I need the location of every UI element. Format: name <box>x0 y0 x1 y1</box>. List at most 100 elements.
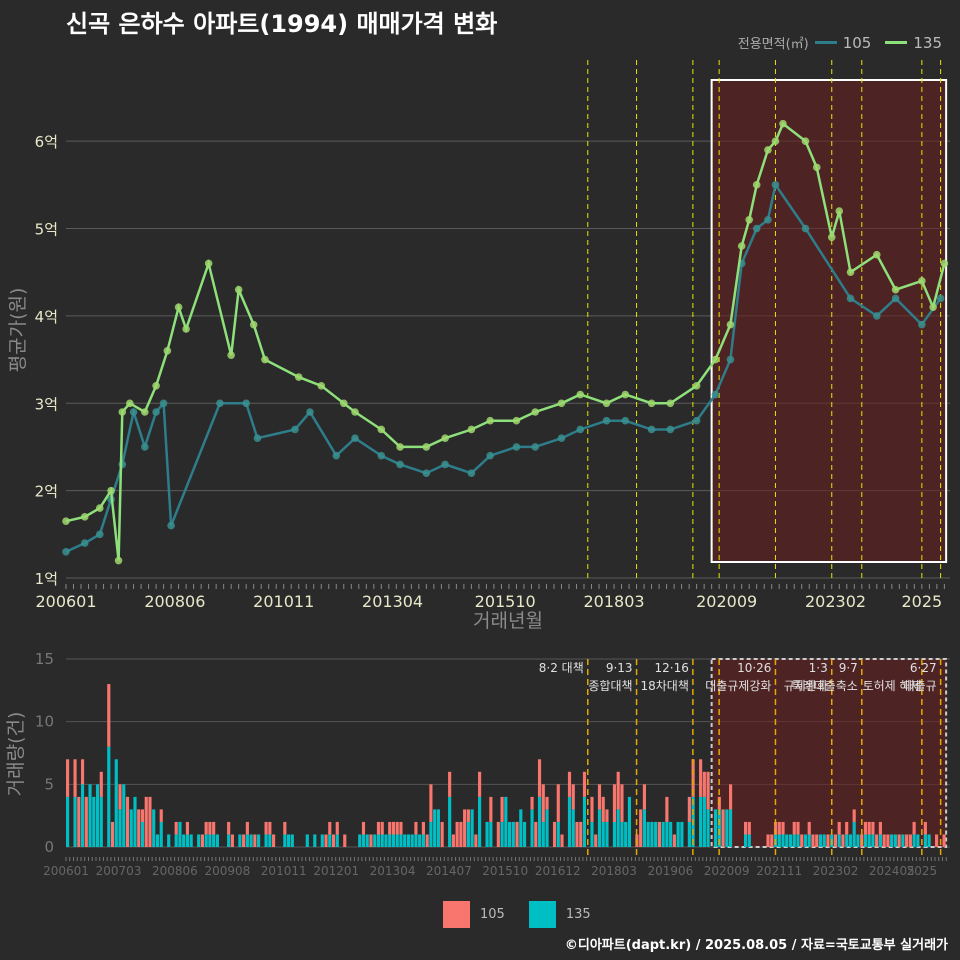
price-point-135 <box>351 408 359 416</box>
price-point-105 <box>873 312 881 320</box>
volume-bar-105 <box>324 834 328 847</box>
price-x-tick-label: 2025 <box>901 592 942 611</box>
price-point-135 <box>204 259 213 268</box>
volume-bar-105 <box>743 821 748 835</box>
volume-x-tick-label: 202009 <box>704 864 750 878</box>
volume-bar-105 <box>264 821 268 835</box>
price-y-axis-title: 평균가(원) <box>7 288 29 373</box>
price-point-105 <box>152 408 160 416</box>
price-point-105 <box>129 408 138 416</box>
volume-bar-135 <box>189 834 193 847</box>
volume-bar-135 <box>436 809 440 847</box>
price-y-tick-label: 6억 <box>35 133 58 151</box>
price-point-135 <box>835 207 844 215</box>
volume-x-tick-label: 200703 <box>96 864 142 878</box>
volume-bar-135 <box>185 834 190 847</box>
volume-bar-105 <box>125 796 130 847</box>
volume-bar-135 <box>852 821 856 847</box>
volume-bar-135 <box>227 834 231 847</box>
price-point-135 <box>317 381 326 390</box>
price-point-105 <box>216 399 224 408</box>
volume-bar-105 <box>639 809 643 847</box>
volume-bar-135 <box>376 834 381 847</box>
price-point-105 <box>253 434 262 443</box>
volume-bar-105 <box>388 821 392 835</box>
price-point-135 <box>557 399 566 408</box>
price-point-135 <box>294 373 303 381</box>
policy-annotation-name: 특례대출축소 <box>792 679 858 693</box>
volume-x-tick-label: 200806 <box>152 864 198 878</box>
volume-bar-105 <box>208 821 212 835</box>
volume-bar-135 <box>654 821 658 847</box>
volume-bar-135 <box>99 796 103 847</box>
volume-bar-135 <box>197 834 201 847</box>
volume-bar-105 <box>837 821 841 835</box>
volume-bar-135 <box>627 796 632 847</box>
volume-bar-135 <box>107 746 111 847</box>
volume-bar-135 <box>95 784 100 847</box>
price-point-135 <box>163 347 172 355</box>
volume-bar-105 <box>796 821 800 835</box>
price-point-135 <box>779 119 787 128</box>
volume-bar-105 <box>425 834 429 847</box>
price-point-135 <box>692 381 701 390</box>
volume-bar-135 <box>822 834 826 847</box>
policy-annotation-date: 8·2 대책 <box>539 660 584 675</box>
volume-bar-105 <box>107 684 111 747</box>
volume-bar-105 <box>185 821 190 835</box>
price-point-135 <box>531 408 540 416</box>
price-point-135 <box>846 268 855 277</box>
volume-bar-105 <box>440 821 444 847</box>
volume-bar-105 <box>537 759 542 797</box>
price-point-105 <box>62 547 70 556</box>
volume-bar-135 <box>140 821 145 847</box>
volume-bar-105 <box>691 759 695 797</box>
volume-bar-105 <box>841 834 845 847</box>
volume-bar-105 <box>826 834 830 847</box>
price-point-135 <box>174 303 183 311</box>
price-point-135 <box>141 408 149 416</box>
price-point-135 <box>764 146 772 154</box>
price-point-105 <box>291 425 299 434</box>
volume-bar-105 <box>665 796 669 822</box>
volume-bar-135 <box>388 834 392 847</box>
price-x-tick-label: 200806 <box>144 592 205 611</box>
volume-y-tick-label: 5 <box>44 775 54 793</box>
volume-bar-105 <box>875 834 879 847</box>
volume-y-tick-label: 10 <box>35 713 54 731</box>
volume-bar-105 <box>466 809 470 822</box>
volume-bar-135 <box>504 796 508 847</box>
volume-bar-135 <box>676 821 680 847</box>
legend-box-105 <box>443 901 470 928</box>
volume-bar-135 <box>927 834 931 847</box>
volume-bar-105 <box>590 796 594 822</box>
volume-bar-105 <box>657 821 661 847</box>
volume-bar-135 <box>313 834 317 847</box>
volume-bar-105 <box>140 809 145 822</box>
volume-bar-105 <box>575 821 579 847</box>
volume-bar-105 <box>534 821 538 847</box>
volume-x-tick-label: 201201 <box>313 864 359 878</box>
policy-annotation-name: 대출규제강화 <box>705 679 771 693</box>
volume-bar-135 <box>245 834 249 847</box>
chart-title: 신곡 은하수 아파트(1994) 매매가격 변화 <box>66 10 498 38</box>
volume-bar-135 <box>777 834 781 847</box>
volume-bar-105 <box>80 759 85 785</box>
legend-label-105: 105 <box>842 33 872 52</box>
volume-bar-135 <box>283 834 287 847</box>
price-point-105 <box>141 443 149 451</box>
volume-bar-135 <box>605 821 609 847</box>
price-line-135 <box>65 121 946 561</box>
legend-box-135 <box>528 901 556 928</box>
volume-bar-105 <box>766 834 770 847</box>
volume-bar-105 <box>605 809 609 822</box>
price-point-135 <box>726 320 735 329</box>
volume-x-tick-label: 201011 <box>261 864 307 878</box>
price-point-135 <box>422 443 431 451</box>
price-point-135 <box>126 399 134 408</box>
volume-legend-label-135: 135 <box>565 907 591 922</box>
price-point-135 <box>227 351 235 360</box>
volume-bar-105 <box>328 821 332 835</box>
price-point-105 <box>726 355 735 364</box>
volume-bar-105 <box>335 821 339 835</box>
